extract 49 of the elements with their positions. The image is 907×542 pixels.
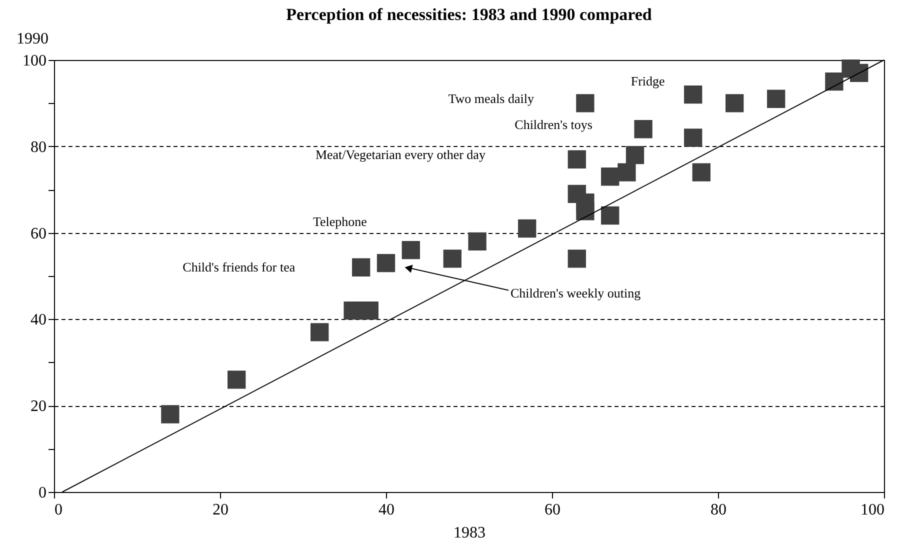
x-tick-label: 20 xyxy=(212,502,228,518)
chart-title: Perception of necessities: 1983 and 1990 compared xyxy=(286,5,652,24)
x-tick-label: 40 xyxy=(378,502,394,518)
annotation: Child's friends for tea xyxy=(182,259,296,274)
point xyxy=(576,202,594,220)
point xyxy=(376,254,396,272)
point xyxy=(626,146,644,164)
y-tick-label: 0 xyxy=(38,484,46,502)
x-axis-title: 1983 xyxy=(454,524,486,542)
point xyxy=(692,163,710,182)
annotation: Fridge xyxy=(630,74,666,89)
point xyxy=(443,250,462,268)
point xyxy=(684,85,702,104)
x-tick-label: 80 xyxy=(710,502,726,518)
x-tick-label: 100 xyxy=(860,502,884,518)
annotation: Telephone xyxy=(312,214,368,229)
point xyxy=(568,150,586,168)
point xyxy=(634,120,652,138)
point xyxy=(576,94,594,112)
x-tick-label: 0 xyxy=(54,502,62,518)
point xyxy=(684,128,702,147)
point xyxy=(468,232,486,251)
point xyxy=(161,405,180,424)
y-axis-title: 1990 xyxy=(16,30,48,48)
annotation: Meat/Vegetarian every other day xyxy=(315,147,486,162)
point xyxy=(850,64,868,82)
annotation: Children's weekly outing xyxy=(510,285,642,300)
x-tick-label: 60 xyxy=(544,502,560,518)
point xyxy=(402,240,420,260)
point xyxy=(618,163,636,182)
point xyxy=(767,90,786,108)
y-tick-label: 20 xyxy=(30,398,46,416)
annotation: Children's toys xyxy=(514,116,592,132)
point xyxy=(352,258,370,276)
point xyxy=(310,323,329,342)
y-tick-label: 40 xyxy=(30,312,46,329)
point xyxy=(825,72,844,91)
point xyxy=(568,250,586,268)
point xyxy=(518,219,536,238)
y-tick-label: 80 xyxy=(30,138,46,156)
point xyxy=(601,206,620,225)
point xyxy=(360,301,378,320)
annotation: Two meals daily xyxy=(448,90,534,106)
y-tick-label: 60 xyxy=(30,225,46,242)
point xyxy=(726,94,744,112)
y-tick-label: 100 xyxy=(22,52,46,70)
point xyxy=(228,370,246,389)
point xyxy=(344,301,362,320)
point xyxy=(601,168,620,186)
